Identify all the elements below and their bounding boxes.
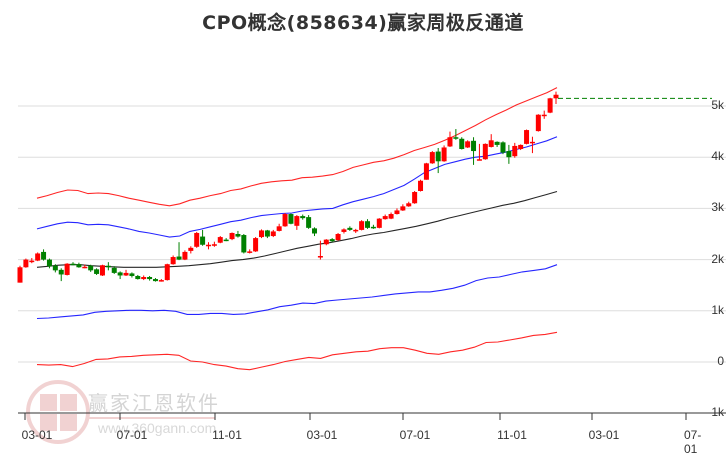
x-tick-label: 03-01 (21, 428, 53, 442)
x-tick-label: 11-01 (497, 428, 527, 442)
mid-band-line (36, 136, 558, 238)
y-tick-label: 0 (717, 354, 724, 368)
gridlines (18, 105, 726, 363)
upper-band-line (36, 87, 558, 207)
lowest-band-line (36, 331, 558, 371)
y-tick-label: 1k (711, 302, 724, 317)
x-tick-label: 11-01 (212, 428, 242, 442)
candles (17, 91, 559, 283)
ma-line (36, 190, 558, 268)
x-tick-label: 07-01 (684, 428, 702, 456)
y-tick-label: 3k (711, 200, 724, 215)
x-tick-label: 03-01 (306, 428, 338, 442)
x-axis (18, 412, 726, 420)
lower-band-line (36, 264, 558, 320)
y-tick-label: 2k (711, 251, 724, 266)
chart-title: CPO概念(858634)赢家周极反通道 (202, 12, 524, 34)
y-tick-label: -1k (707, 405, 724, 420)
y-tick-label: 5k (711, 98, 724, 112)
x-tick-label: 07-01 (116, 428, 148, 442)
channel-bands (36, 87, 558, 371)
x-tick-label: 07-01 (399, 428, 431, 442)
watermark-logo (26, 380, 215, 444)
watermark-text: 赢家江恩软件 (88, 391, 220, 415)
y-tick-label: 4k (711, 149, 724, 164)
watermark-url: www.360gann.com (98, 420, 217, 436)
x-tick-label: 03-01 (588, 428, 620, 442)
